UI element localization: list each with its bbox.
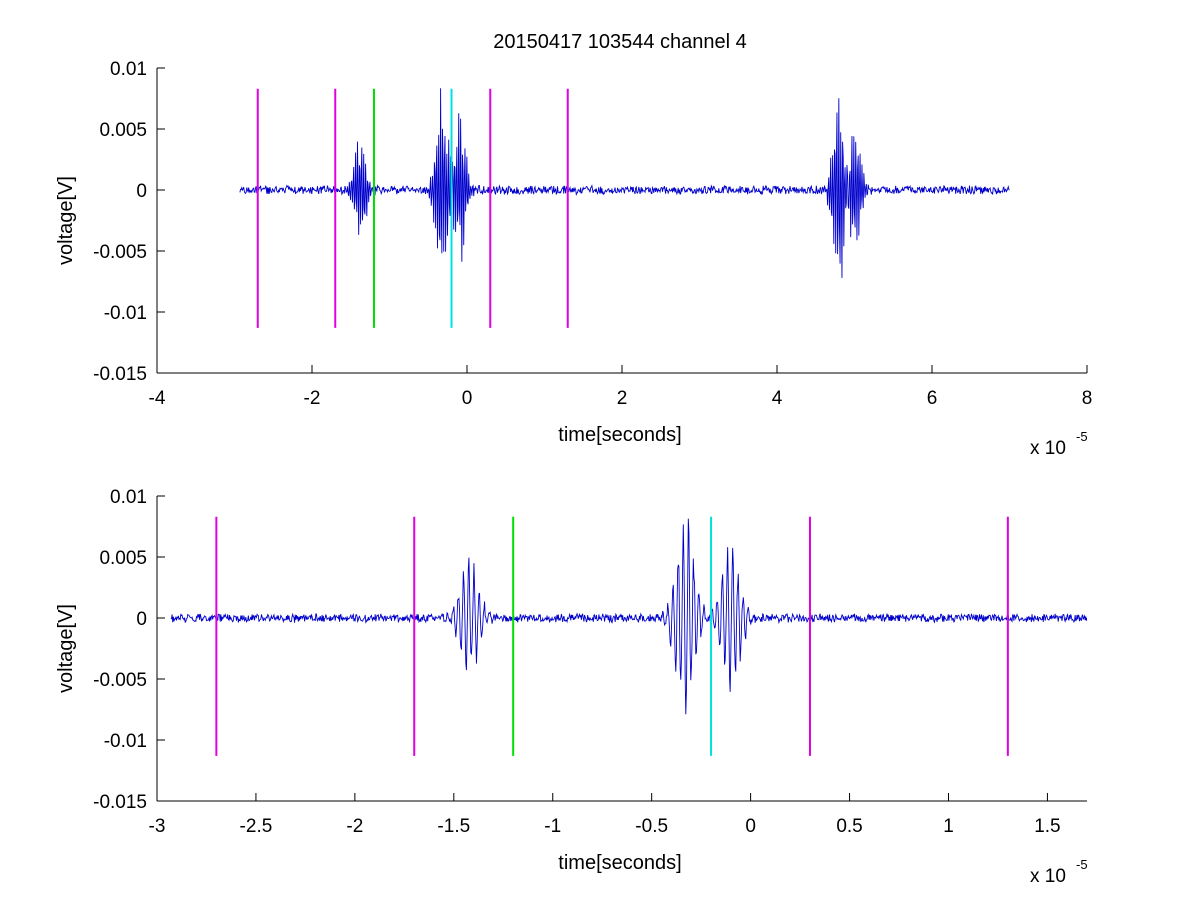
x-axis-multiplier: x 10 [1030,438,1066,459]
x-tick-label: 0 [462,388,473,409]
y-axis-label: voltage[V] [55,176,77,265]
top-plot: -0.015 -0.01 -0.005 0 0.005 0.01 -4 -2 0 2 4 6 8 time… [55,59,1092,459]
bottom-plot: -0.015 -0.01 -0.005 0 0.005 0.01 -3 -2.5 -2 -1.5 -… [55,487,1088,887]
x-tick-label: 2 [617,388,628,409]
x-axis-label: time[seconds] [558,852,681,874]
y-tick-label: 0.005 [99,548,147,569]
figure-title: 20150417 103544 channel 4 [493,31,747,53]
y-tick-label: 0.005 [99,120,147,141]
signal-trace [170,518,1087,715]
x-tick-label: 0.5 [836,816,862,837]
y-tick-label: 0 [136,181,147,202]
x-tick-label: 0 [745,816,756,837]
y-tick-label: -0.01 [104,303,147,324]
signal-trace [239,88,1010,278]
x-tick-label: -2 [346,816,363,837]
x-tick-label: -1 [544,816,561,837]
x-tick-label: -0.5 [635,816,668,837]
y-tick-label: -0.005 [93,670,147,691]
x-tick-label: -4 [149,388,166,409]
x-axis-multiplier-exponent: -5 [1076,857,1088,872]
y-tick-label: -0.01 [104,731,147,752]
x-tick-label: 4 [772,388,783,409]
x-axis-multiplier: x 10 [1030,866,1066,887]
y-tick-label: 0.01 [110,59,147,80]
y-tick-label: 0.01 [110,487,147,508]
x-tick-label: 8 [1082,388,1093,409]
x-tick-label: -1.5 [437,816,470,837]
x-tick-label: 1.5 [1034,816,1060,837]
x-tick-label: 1 [943,816,954,837]
y-axis-label: voltage[V] [55,604,77,693]
y-tick-label: -0.015 [93,364,147,385]
x-tick-label: -2 [304,388,321,409]
x-axis-label: time[seconds] [558,424,681,446]
x-axis-multiplier-exponent: -5 [1076,429,1088,444]
y-tick-label: -0.005 [93,242,147,263]
x-tick-label: -3 [149,816,166,837]
y-tick-label: 0 [136,609,147,630]
x-tick-label: -2.5 [240,816,273,837]
y-tick-label: -0.015 [93,792,147,813]
x-tick-label: 6 [927,388,938,409]
